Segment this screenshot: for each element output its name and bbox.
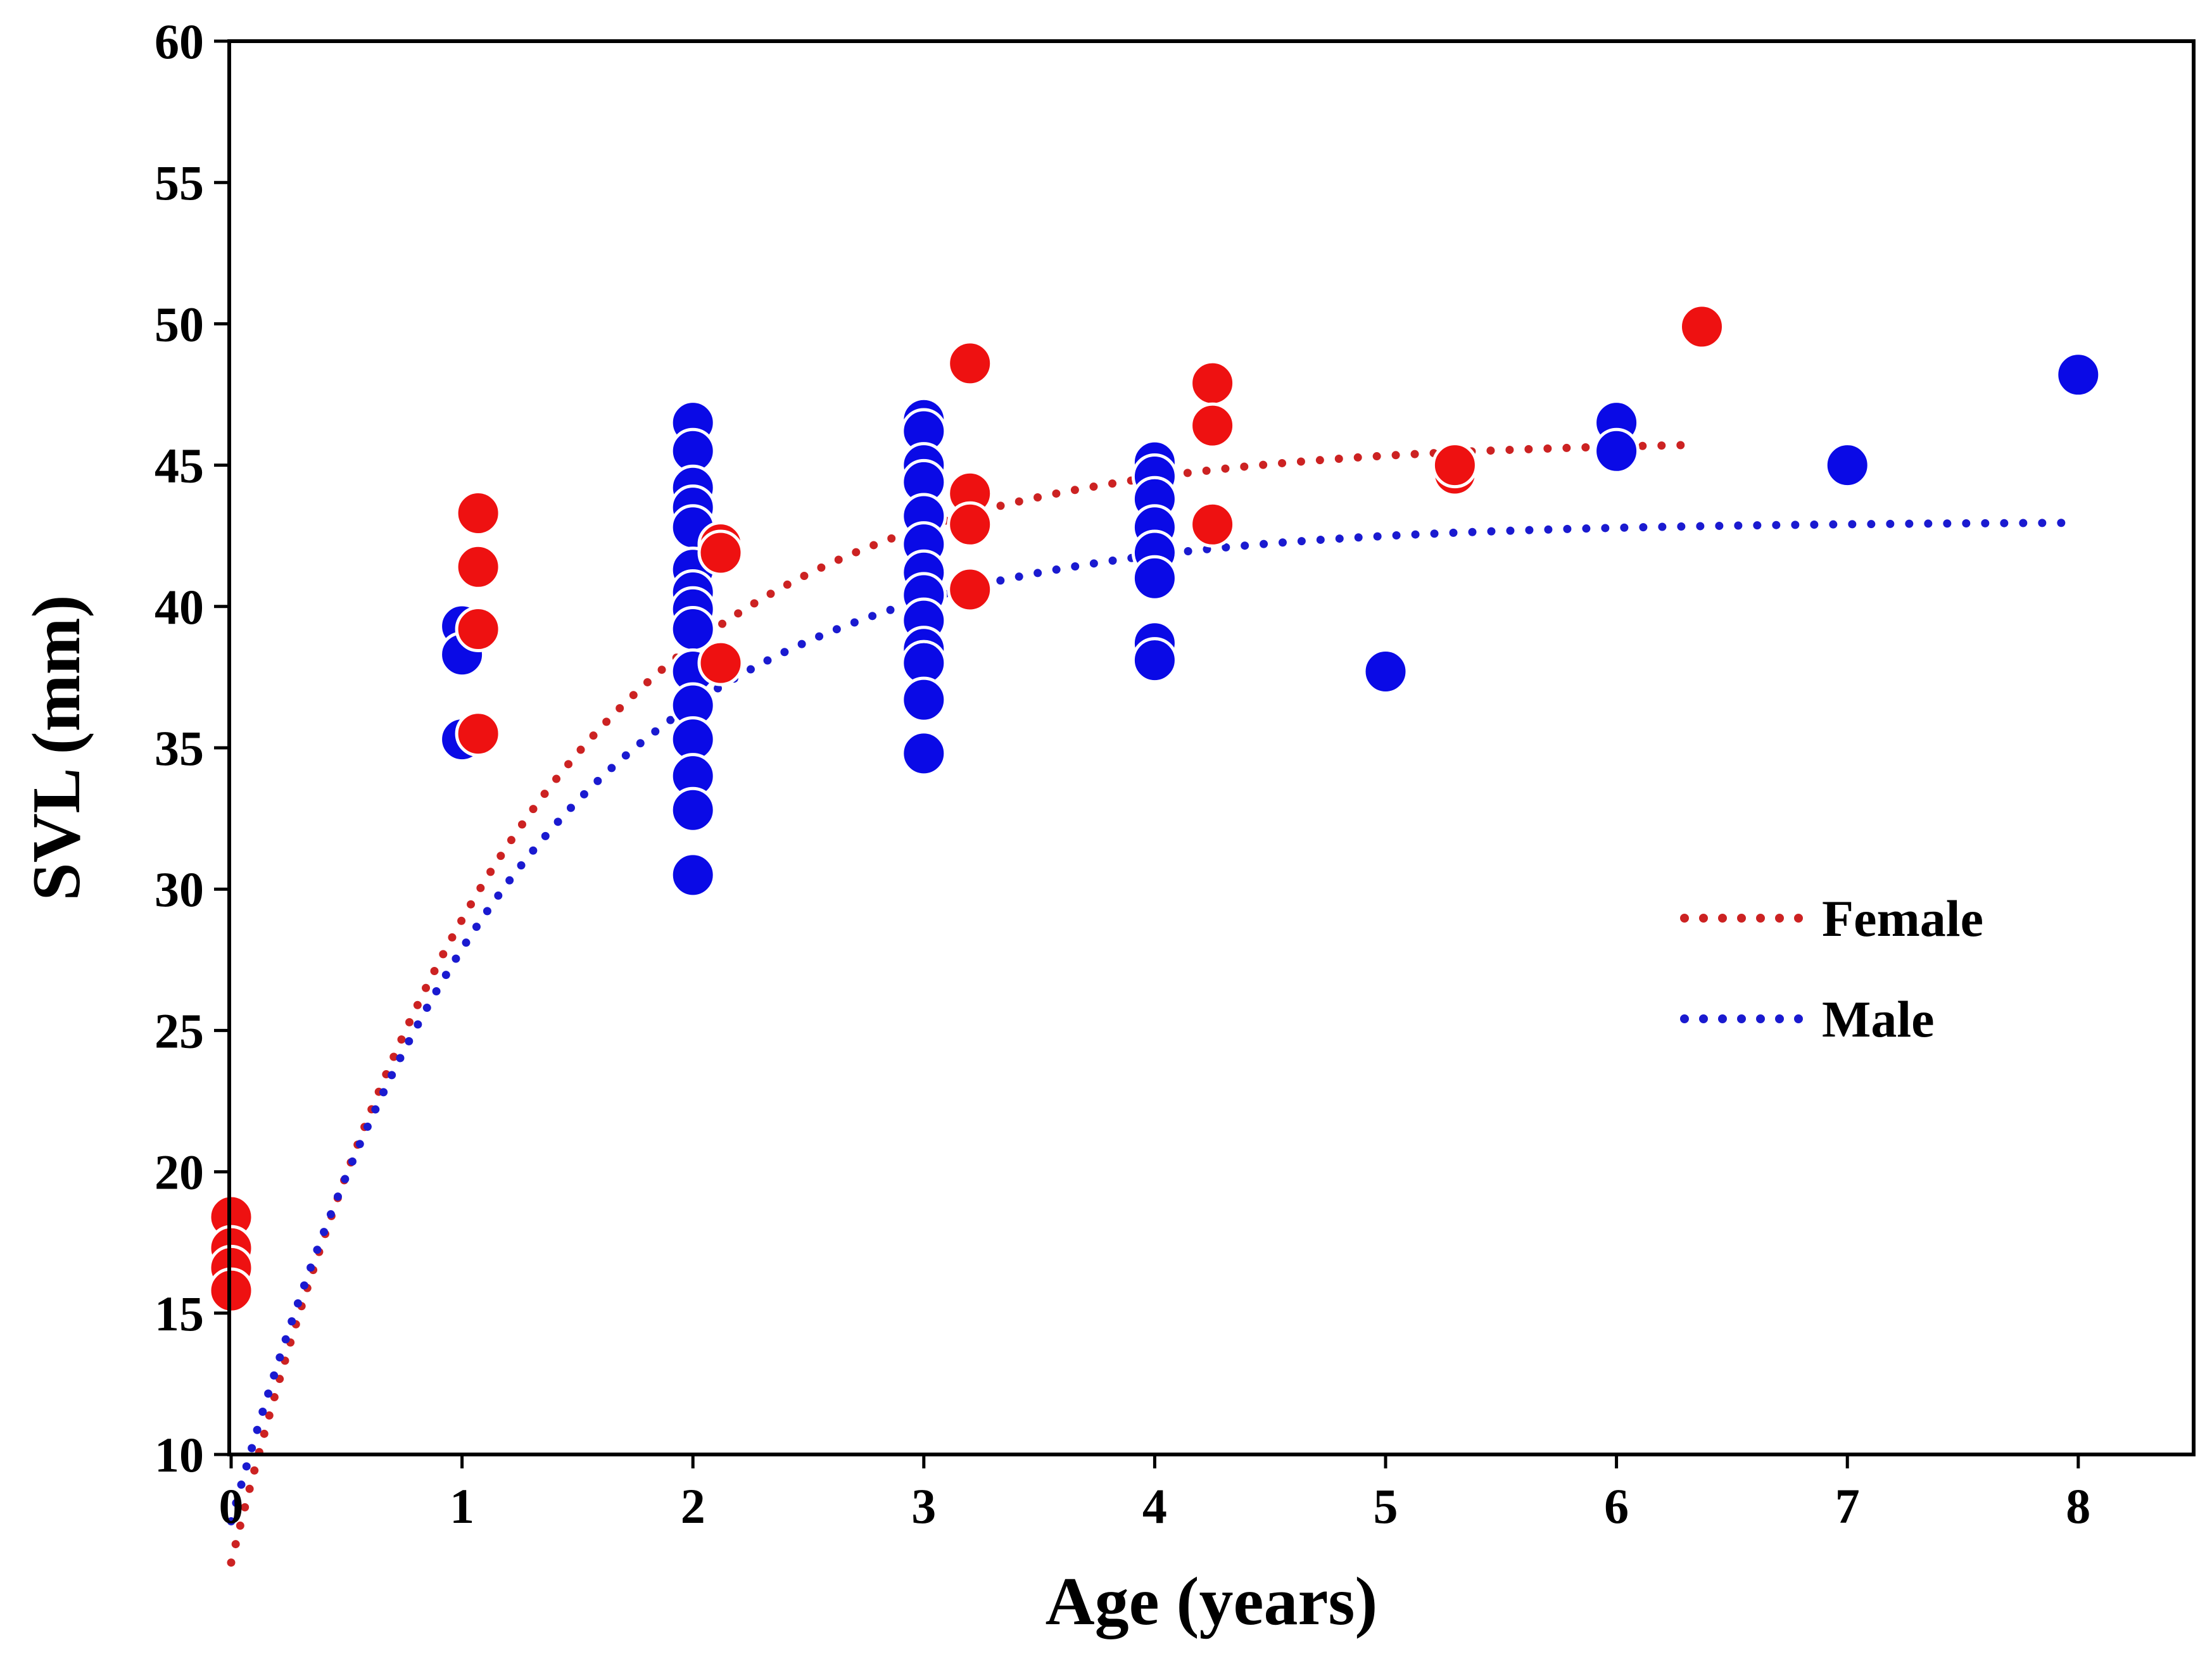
point-female-6: [455, 606, 502, 652]
y-tick-label-40: 40: [155, 579, 204, 634]
point-female-4: [455, 490, 502, 536]
x-tick-label-0: 0: [219, 1479, 244, 1534]
x-tick-label-3: 3: [911, 1479, 936, 1534]
point-male-29: [901, 676, 947, 723]
y-tick-label-15: 15: [155, 1286, 204, 1341]
legend: Female Male: [1680, 890, 1983, 1048]
point-male-41: [1593, 427, 1640, 474]
point-male-42: [1824, 442, 1871, 489]
point-male-16: [669, 786, 716, 833]
point-female-19: [1431, 442, 1478, 489]
point-female-16: [1189, 402, 1236, 449]
x-axis-title: Age (years): [1046, 1564, 1378, 1639]
y-tick-label-25: 25: [155, 1003, 204, 1058]
point-male-43: [2055, 351, 2102, 398]
x-tick-label-1: 1: [450, 1479, 474, 1534]
x-tick-label-6: 6: [1604, 1479, 1629, 1534]
point-male-38: [1131, 637, 1178, 684]
y-axis-title: SVL (mm): [19, 595, 94, 901]
x-axis-ticks: 0 1 2 3 4 5 6 7 8: [219, 1454, 2090, 1534]
point-male-36: [1131, 555, 1178, 602]
y-tick-label-45: 45: [155, 438, 204, 493]
point-male-39: [1362, 648, 1409, 695]
y-axis-ticks: 10 15 20 25 30 35 40 45 50 55 60: [155, 14, 229, 1482]
point-female-15: [1189, 360, 1236, 407]
legend-label-male: Male: [1822, 990, 1935, 1048]
point-female-20: [1679, 303, 1725, 350]
y-tick-label-35: 35: [155, 721, 204, 776]
plot-frame: [227, 39, 2196, 1456]
y-tick-label-50: 50: [155, 296, 204, 351]
x-tick-label-7: 7: [1835, 1479, 1860, 1534]
point-female-11: [947, 340, 994, 387]
y-tick-label-20: 20: [155, 1145, 204, 1200]
point-female-14: [947, 566, 994, 613]
legend-entry-male: Male: [1680, 990, 1935, 1048]
y-tick-label-10: 10: [155, 1427, 204, 1482]
point-male-17: [669, 852, 716, 899]
x-tick-label-8: 8: [2066, 1479, 2090, 1534]
point-male-30: [901, 730, 947, 777]
data-points: [208, 303, 2102, 1314]
point-female-5: [455, 543, 502, 590]
legend-entry-female: Female: [1680, 890, 1983, 947]
point-female-9: [697, 529, 744, 576]
x-tick-label-2: 2: [681, 1479, 705, 1534]
legend-label-female: Female: [1822, 890, 1983, 947]
point-female-7: [455, 710, 502, 757]
point-female-17: [1189, 501, 1236, 548]
point-female-13: [947, 501, 994, 548]
y-tick-label-30: 30: [155, 862, 204, 917]
point-female-10: [697, 640, 744, 686]
x-tick-label-4: 4: [1142, 1479, 1167, 1534]
x-tick-label-5: 5: [1374, 1479, 1398, 1534]
y-tick-label-55: 55: [155, 155, 204, 210]
y-tick-label-60: 60: [155, 14, 204, 69]
growth-curves: [227, 441, 2083, 1567]
